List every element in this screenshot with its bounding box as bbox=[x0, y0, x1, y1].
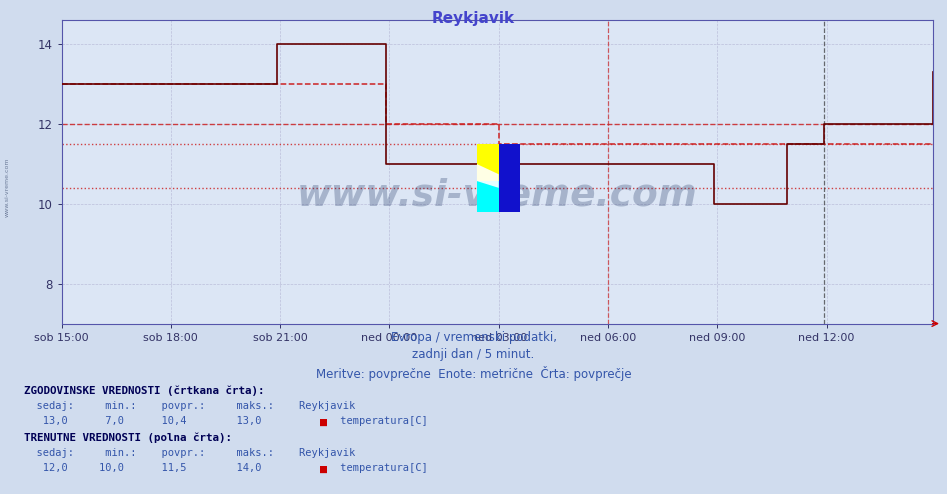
Text: TRENUTNE VREDNOSTI (polna črta):: TRENUTNE VREDNOSTI (polna črta): bbox=[24, 432, 232, 443]
Text: sedaj:     min.:    povpr.:     maks.:    Reykjavik: sedaj: min.: povpr.: maks.: Reykjavik bbox=[24, 401, 355, 411]
Bar bbox=[477, 181, 499, 211]
Text: Evropa / vremenski podatki,: Evropa / vremenski podatki, bbox=[390, 331, 557, 344]
Text: www.si-vreme.com: www.si-vreme.com bbox=[5, 158, 10, 217]
Text: 12,0     10,0      11,5        14,0: 12,0 10,0 11,5 14,0 bbox=[24, 463, 261, 473]
Polygon shape bbox=[477, 164, 499, 188]
Text: ■: ■ bbox=[320, 416, 328, 429]
Text: 13,0      7,0      10,4        13,0: 13,0 7,0 10,4 13,0 bbox=[24, 416, 261, 426]
Text: Reykjavik: Reykjavik bbox=[432, 11, 515, 26]
Text: zadnji dan / 5 minut.: zadnji dan / 5 minut. bbox=[412, 348, 535, 361]
Text: ■: ■ bbox=[320, 463, 328, 476]
Text: www.si-vreme.com: www.si-vreme.com bbox=[296, 178, 698, 214]
Text: temperatura[C]: temperatura[C] bbox=[334, 463, 428, 473]
Text: temperatura[C]: temperatura[C] bbox=[334, 416, 428, 426]
Text: Meritve: povprečne  Enote: metrične  Črta: povprečje: Meritve: povprečne Enote: metrične Črta:… bbox=[315, 366, 632, 380]
Text: ZGODOVINSKE VREDNOSTI (črtkana črta):: ZGODOVINSKE VREDNOSTI (črtkana črta): bbox=[24, 385, 264, 396]
Text: sedaj:     min.:    povpr.:     maks.:    Reykjavik: sedaj: min.: povpr.: maks.: Reykjavik bbox=[24, 448, 355, 458]
Bar bbox=[477, 144, 499, 181]
Bar bbox=[499, 144, 521, 211]
